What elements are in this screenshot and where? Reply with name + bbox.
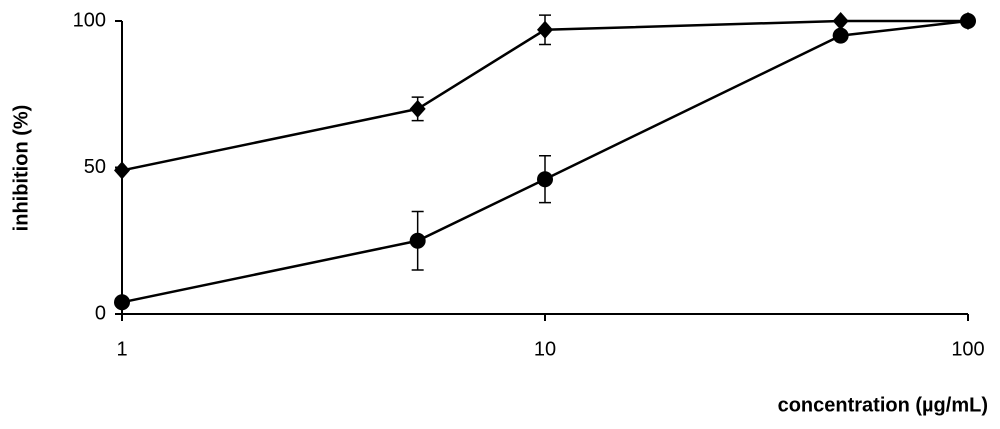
x-axis-title: concentration (µg/mL) <box>778 394 988 416</box>
x-tick-label: 100 <box>951 338 984 360</box>
y-axis-title: inhibition (%) <box>10 105 32 232</box>
diamond-marker <box>832 12 849 30</box>
circle-marker <box>114 294 130 311</box>
diamond-marker <box>409 99 426 118</box>
circle-marker <box>537 171 553 188</box>
x-tick-label: 1 <box>116 338 127 360</box>
y-tick-label: 100 <box>73 9 106 31</box>
circle-marker <box>832 27 849 44</box>
circle-marker <box>960 13 976 29</box>
y-tick-label: 0 <box>95 302 106 324</box>
x-tick-label: 10 <box>534 338 556 360</box>
diamond-marker <box>114 161 130 180</box>
circle-marker <box>409 232 426 249</box>
y-tick-label: 50 <box>84 156 106 178</box>
diamond-marker <box>537 20 553 39</box>
